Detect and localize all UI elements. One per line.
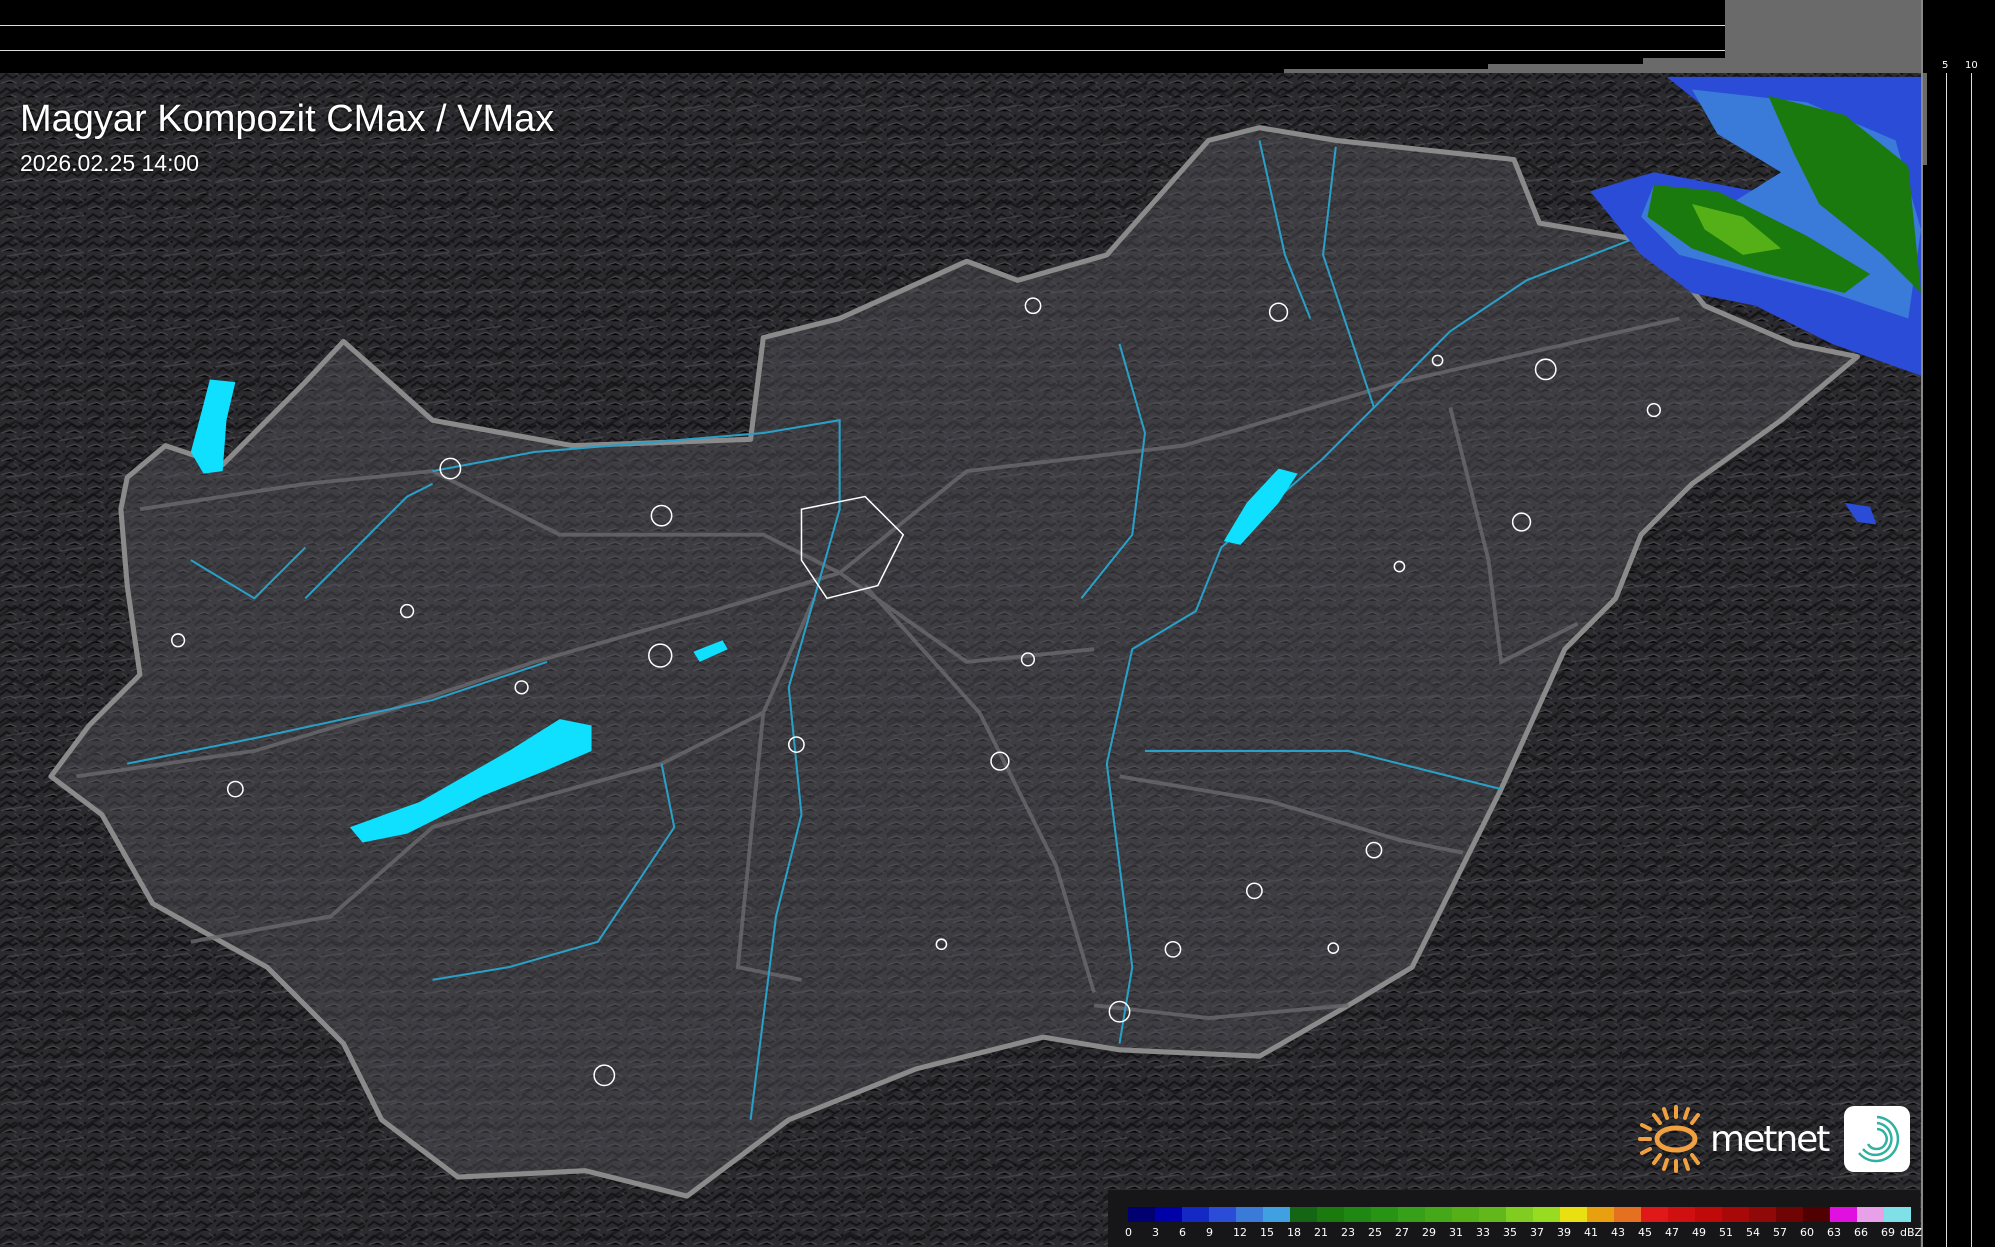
- lake-tisza: [1223, 468, 1298, 545]
- legend-label: 45: [1638, 1226, 1652, 1239]
- metnet-logo: metnet: [1636, 1103, 1911, 1175]
- legend-label: 25: [1368, 1226, 1382, 1239]
- settlements: [170, 297, 1661, 1087]
- legend-label: 43: [1611, 1226, 1625, 1239]
- lake-neusiedl: [190, 379, 236, 474]
- legend-color-box: [1236, 1207, 1263, 1222]
- legend-unit: dBZ: [1900, 1226, 1923, 1239]
- rivers: [127, 140, 1642, 1120]
- legend-label: 15: [1260, 1226, 1274, 1239]
- echo-profile: [1643, 58, 1725, 73]
- legend-color-box: [1722, 1207, 1749, 1222]
- legend-label: 12: [1233, 1226, 1247, 1239]
- legend-color-box: [1425, 1207, 1452, 1222]
- legend-color-box: [1398, 1207, 1425, 1222]
- legend-color-box: [1155, 1207, 1182, 1222]
- legend-color-box: [1479, 1207, 1506, 1222]
- map-title: Magyar Kompozit CMax / VMax: [20, 98, 555, 140]
- echo-profile: [1284, 69, 1488, 73]
- legend-label: 9: [1206, 1226, 1213, 1239]
- legend-label: 39: [1557, 1226, 1571, 1239]
- lakes: [190, 379, 1298, 843]
- radar-echoes: [1590, 76, 1921, 525]
- legend-label: 63: [1827, 1226, 1841, 1239]
- profile-gridline: [0, 50, 1921, 51]
- legend-label: 41: [1584, 1226, 1598, 1239]
- legend-color-box: [1749, 1207, 1776, 1222]
- legend-label: 18: [1287, 1226, 1301, 1239]
- legend-label: 49: [1692, 1226, 1706, 1239]
- profile-tick: 5: [1942, 60, 1949, 71]
- profile-tick: 10: [1965, 60, 1978, 71]
- legend-color-box: [1317, 1207, 1344, 1222]
- legend-label: 21: [1314, 1226, 1328, 1239]
- echo-profile: [1725, 0, 1921, 73]
- legend-label: 54: [1746, 1226, 1760, 1239]
- legend-label: 31: [1449, 1226, 1463, 1239]
- legend-color-box: [1263, 1207, 1290, 1222]
- map-timestamp: 2026.02.25 14:00: [20, 150, 200, 176]
- legend-color-box: [1128, 1207, 1155, 1222]
- legend-color-box: [1182, 1207, 1209, 1222]
- legend-label: 6: [1179, 1226, 1186, 1239]
- logo-text: metnet: [1710, 1118, 1830, 1160]
- legend-color-box: [1560, 1207, 1587, 1222]
- legend-color-box: [1209, 1207, 1236, 1222]
- legend-labels: dBZ 0 3 6 9 12 15 18 21 23 25 27 29 31 33 35 37 39 41 43 45…: [1125, 1226, 1928, 1242]
- legend-label: 29: [1422, 1226, 1436, 1239]
- legend-label: 69: [1881, 1226, 1895, 1239]
- legend-color-bar: [1128, 1207, 1911, 1222]
- legend-label: 66: [1854, 1226, 1868, 1239]
- legend-label: 37: [1530, 1226, 1544, 1239]
- legend-label: 33: [1476, 1226, 1490, 1239]
- echo-profile: [1488, 64, 1643, 73]
- sun-icon: [1638, 1105, 1700, 1173]
- lake-balaton: [349, 719, 592, 843]
- legend-label: 3: [1152, 1226, 1159, 1239]
- legend-color-box: [1884, 1207, 1911, 1222]
- legend-color-box: [1857, 1207, 1884, 1222]
- profile-gridline: [1946, 73, 1947, 1247]
- hungary-area: [48, 125, 1860, 1199]
- map-canvas: [0, 73, 1921, 1247]
- legend-label: 51: [1719, 1226, 1733, 1239]
- legend-color-box: [1695, 1207, 1722, 1222]
- terrain-relief: [0, 73, 1921, 1247]
- legend-color-box: [1533, 1207, 1560, 1222]
- legend-color-box: [1344, 1207, 1371, 1222]
- legend-label: 60: [1800, 1226, 1814, 1239]
- dbz-color-legend: dBZ 0 3 6 9 12 15 18 21 23 25 27 29 31 33 35 37 39 41 43 45…: [1108, 1190, 1922, 1247]
- radar-map[interactable]: Magyar Kompozit CMax / VMax 2026.02.25 1…: [0, 73, 1921, 1247]
- swirl-app-icon: [1844, 1106, 1911, 1172]
- legend-color-box: [1776, 1207, 1803, 1222]
- legend-color-box: [1290, 1207, 1317, 1222]
- legend-label: 35: [1503, 1226, 1517, 1239]
- legend-color-box: [1830, 1207, 1857, 1222]
- legend-color-box: [1803, 1207, 1830, 1222]
- side-height-profile: 5 10: [1921, 0, 1995, 1247]
- legend-label: 23: [1341, 1226, 1355, 1239]
- lake-velence: [693, 640, 728, 662]
- legend-color-box: [1641, 1207, 1668, 1222]
- legend-label: 47: [1665, 1226, 1679, 1239]
- legend-color-box: [1614, 1207, 1641, 1222]
- legend-label: 27: [1395, 1226, 1409, 1239]
- legend-color-box: [1452, 1207, 1479, 1222]
- legend-color-box: [1371, 1207, 1398, 1222]
- legend-label: 0: [1125, 1226, 1132, 1239]
- profile-gridline: [1971, 73, 1972, 1247]
- legend-color-box: [1668, 1207, 1695, 1222]
- top-height-profile: 10 5: [0, 0, 1937, 73]
- profile-gridline: [0, 25, 1921, 26]
- echo-profile: [1923, 73, 1927, 165]
- legend-color-box: [1506, 1207, 1533, 1222]
- legend-label: 57: [1773, 1226, 1787, 1239]
- legend-color-box: [1587, 1207, 1614, 1222]
